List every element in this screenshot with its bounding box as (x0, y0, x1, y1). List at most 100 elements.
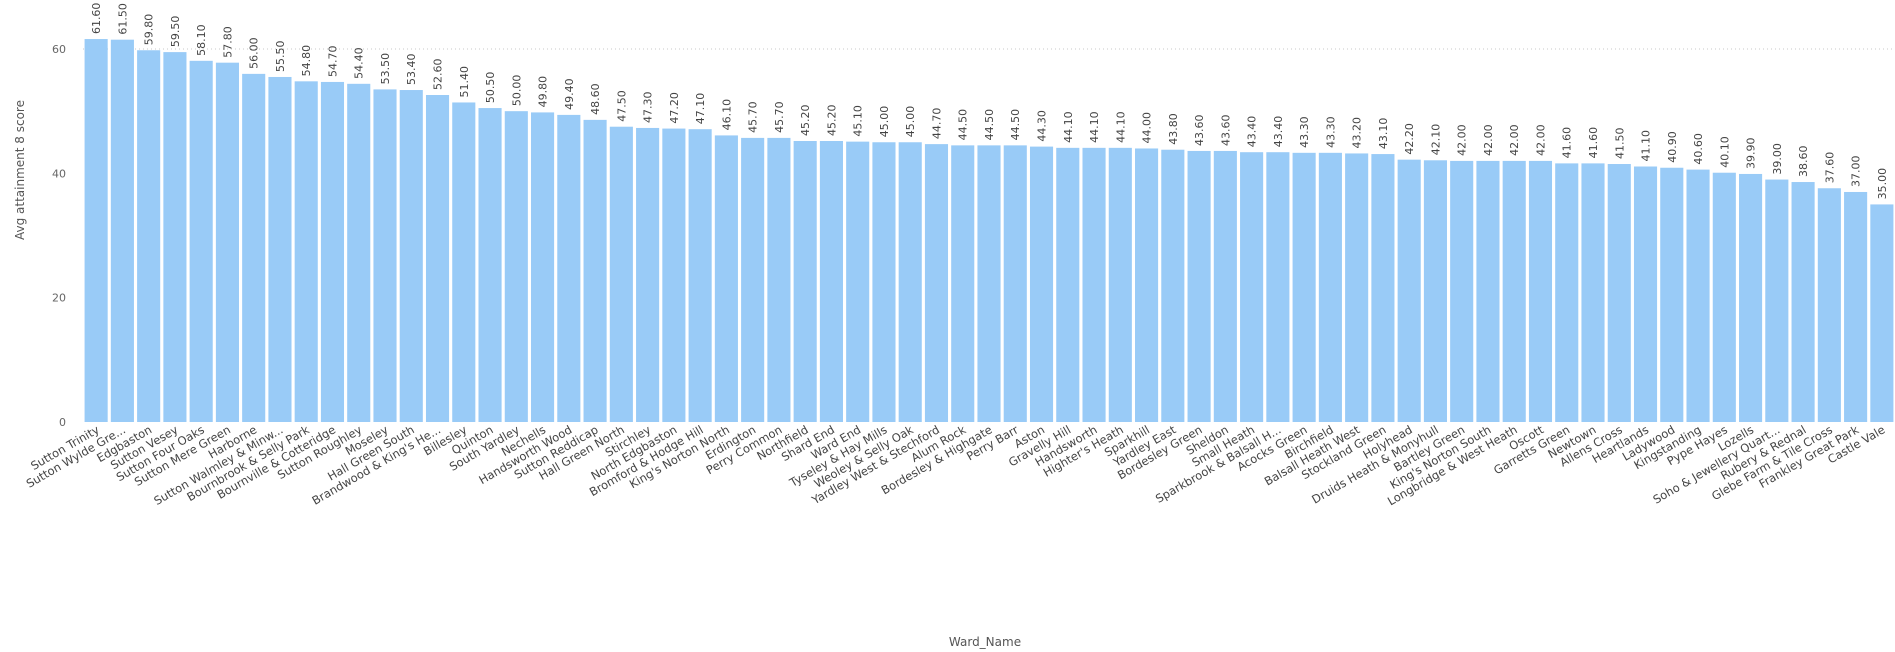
bar[interactable] (1397, 159, 1421, 422)
data-label: 54.80 (300, 45, 313, 77)
bar[interactable] (1712, 172, 1736, 422)
bar[interactable] (1870, 204, 1894, 422)
bar[interactable] (242, 73, 266, 422)
bar[interactable] (1003, 145, 1027, 422)
data-label: 47.20 (668, 92, 681, 124)
bar[interactable] (1817, 188, 1841, 422)
data-label: 43.40 (1272, 116, 1285, 148)
bar[interactable] (1555, 163, 1579, 423)
bar[interactable] (347, 83, 371, 423)
bar[interactable] (452, 102, 476, 423)
bar[interactable] (1240, 152, 1264, 423)
bar[interactable] (977, 145, 1001, 422)
bar[interactable] (819, 141, 843, 423)
bar[interactable] (163, 52, 187, 422)
bar[interactable] (294, 81, 318, 423)
bar[interactable] (504, 111, 528, 423)
data-label: 61.60 (90, 3, 103, 35)
bar[interactable] (636, 127, 660, 423)
data-label: 43.10 (1377, 118, 1390, 150)
data-label: 43.30 (1298, 116, 1311, 148)
data-label: 40.60 (1692, 133, 1705, 165)
bar[interactable] (1135, 148, 1159, 422)
data-label: 45.70 (773, 101, 786, 133)
bar[interactable] (793, 141, 817, 423)
data-label: 49.80 (537, 76, 550, 108)
data-label: 40.90 (1666, 131, 1679, 163)
bar[interactable] (399, 90, 423, 422)
bar[interactable] (1844, 191, 1868, 422)
bar[interactable] (1082, 147, 1106, 422)
bar[interactable] (84, 39, 108, 422)
bar[interactable] (215, 62, 239, 422)
bar[interactable] (1423, 160, 1447, 423)
data-label: 48.60 (589, 83, 602, 115)
bar[interactable] (268, 76, 292, 422)
bar[interactable] (951, 145, 975, 422)
data-label: 37.60 (1823, 152, 1836, 184)
data-label: 45.20 (825, 105, 838, 137)
bar[interactable] (373, 89, 397, 423)
bar[interactable] (1318, 152, 1342, 422)
data-label: 55.50 (274, 40, 287, 72)
bar[interactable] (1791, 182, 1815, 422)
bar[interactable] (320, 81, 345, 422)
bar[interactable] (846, 141, 870, 422)
bar[interactable] (478, 108, 502, 422)
bar[interactable] (767, 137, 791, 423)
bar[interactable] (189, 60, 213, 422)
bar[interactable] (924, 144, 949, 423)
data-label: 42.10 (1429, 124, 1442, 156)
bar[interactable] (425, 95, 450, 423)
bar[interactable] (1739, 173, 1763, 422)
bar[interactable] (1266, 152, 1290, 423)
bar[interactable] (137, 50, 161, 422)
data-label: 45.20 (799, 105, 812, 137)
data-label: 45.70 (747, 101, 760, 133)
data-label: 39.90 (1745, 137, 1758, 169)
data-label: 43.60 (1219, 114, 1232, 146)
bar[interactable] (872, 142, 896, 422)
data-label: 51.40 (458, 66, 471, 98)
bar[interactable] (1476, 160, 1500, 422)
data-label: 45.00 (904, 106, 917, 138)
bar[interactable] (662, 128, 686, 422)
bar[interactable] (1292, 152, 1316, 422)
y-axis-ticks: 0 20 40 60 (52, 43, 66, 429)
data-label: 40.10 (1718, 136, 1731, 168)
bar[interactable] (1056, 147, 1080, 422)
bar[interactable] (1765, 179, 1789, 422)
bar[interactable] (1633, 166, 1658, 422)
bar[interactable] (1607, 164, 1631, 422)
data-label: 45.10 (852, 105, 865, 137)
bar[interactable] (1502, 160, 1526, 422)
bar[interactable] (557, 114, 581, 422)
bar[interactable] (1686, 169, 1710, 422)
bar[interactable] (1345, 153, 1369, 422)
bar[interactable] (1528, 160, 1553, 422)
data-label: 44.10 (1062, 111, 1075, 143)
bar[interactable] (898, 142, 922, 422)
bar[interactable] (714, 135, 738, 422)
bar[interactable] (1450, 160, 1474, 422)
bar[interactable] (583, 119, 607, 423)
bar[interactable] (741, 137, 765, 423)
data-label: 43.30 (1324, 116, 1337, 148)
bar[interactable] (1108, 147, 1132, 422)
x-axis-title: Ward_Name (949, 635, 1021, 649)
bar[interactable] (1029, 146, 1054, 422)
bar[interactable] (1187, 150, 1211, 422)
bar[interactable] (688, 129, 712, 422)
bar[interactable] (1161, 149, 1185, 422)
bar[interactable] (531, 112, 555, 422)
y-tick-label: 20 (52, 292, 66, 305)
data-label: 44.50 (983, 109, 996, 141)
bar[interactable] (1660, 167, 1684, 422)
bar[interactable] (110, 39, 134, 423)
data-label: 44.30 (1036, 110, 1049, 142)
bar[interactable] (609, 126, 633, 422)
data-label: 41.60 (1587, 127, 1600, 159)
bar[interactable] (1581, 163, 1605, 423)
bar[interactable] (1371, 154, 1395, 423)
bar[interactable] (1213, 150, 1237, 422)
